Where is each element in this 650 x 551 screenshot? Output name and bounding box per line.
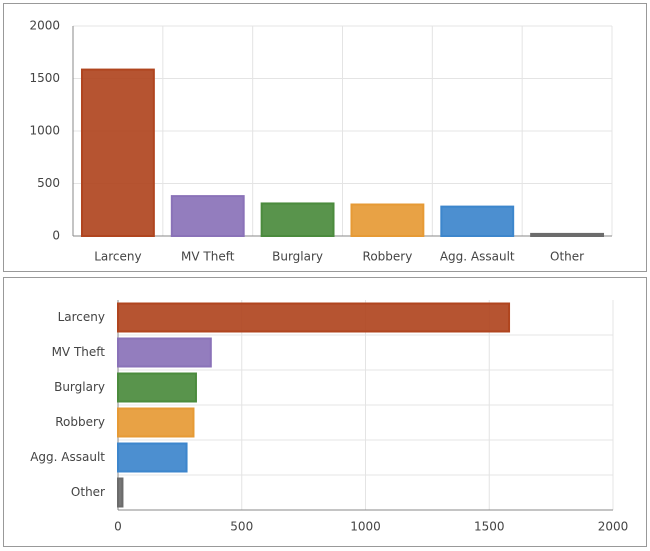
x-tick-label: Burglary [272, 250, 323, 264]
x-tick-label: Larceny [94, 250, 141, 264]
y-tick-label: Larceny [58, 310, 105, 324]
x-tick-label: 1500 [474, 520, 505, 534]
x-tick-label: Other [550, 250, 584, 264]
bar [80, 68, 155, 237]
y-tick-label: Agg. Assault [30, 450, 105, 464]
y-tick-label: 0 [52, 229, 60, 243]
bar [170, 195, 245, 238]
bar [440, 205, 515, 238]
x-tick-label: 500 [230, 520, 253, 534]
bar [117, 372, 197, 403]
bar [260, 202, 335, 237]
x-tick-label: MV Theft [181, 250, 235, 264]
x-tick-label: 0 [114, 520, 122, 534]
x-tick-label: 2000 [598, 520, 629, 534]
bar [117, 477, 124, 508]
bar [117, 337, 212, 368]
bar [117, 302, 511, 333]
y-tick-label: 1000 [29, 124, 60, 138]
y-tick-label: 2000 [29, 19, 60, 33]
y-tick-label: 1500 [29, 71, 60, 85]
y-tick-label: MV Theft [52, 345, 106, 359]
bar [117, 407, 195, 438]
y-tick-label: Robbery [55, 415, 105, 429]
y-tick-label: Other [71, 485, 105, 499]
x-tick-label: Agg. Assault [440, 250, 515, 264]
y-tick-label: 500 [37, 176, 60, 190]
x-tick-label: 1000 [350, 520, 381, 534]
x-tick-label: Robbery [363, 250, 413, 264]
bar [117, 442, 188, 473]
y-tick-label: Burglary [54, 380, 105, 394]
bar [350, 203, 425, 237]
bar [530, 232, 605, 237]
